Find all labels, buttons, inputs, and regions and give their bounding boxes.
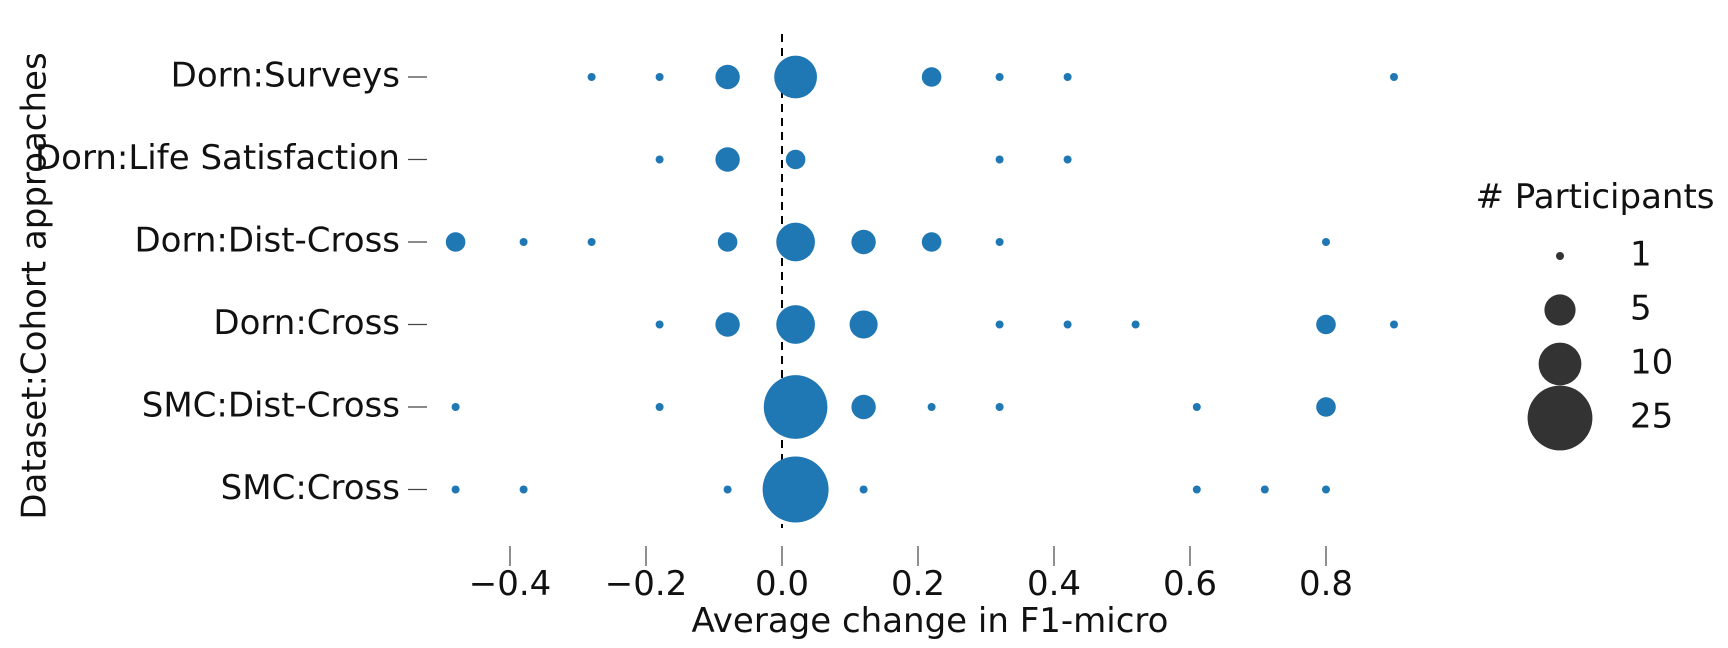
data-point (1316, 314, 1336, 335)
data-point (451, 485, 460, 494)
data-point (519, 485, 528, 494)
data-point (655, 73, 664, 81)
x-tick-label: 0.2 (891, 564, 945, 604)
legend-label: 10 (1630, 343, 1673, 383)
data-point (995, 238, 1004, 246)
data-point (717, 232, 738, 252)
data-point (851, 394, 876, 420)
x-tick-label: 0.0 (755, 564, 809, 604)
category-ticks (408, 76, 427, 491)
data-points (445, 55, 1398, 523)
data-point (451, 403, 460, 411)
y-axis-title: Dataset:Cohort approaches (15, 52, 55, 519)
category-label: Dorn:Life Satisfaction (35, 138, 400, 178)
category-label: Dorn:Dist-Cross (134, 221, 400, 261)
data-point (995, 320, 1004, 329)
legend-label: 1 (1630, 235, 1652, 275)
data-point (785, 149, 806, 170)
data-point (776, 305, 815, 344)
category-label: Dorn:Cross (213, 303, 400, 343)
data-point (859, 485, 868, 494)
legend-title: # Participants (1475, 177, 1714, 217)
data-point (851, 229, 876, 255)
data-point (1063, 320, 1072, 329)
x-tick-label: 0.8 (1299, 564, 1353, 604)
data-point (655, 155, 664, 164)
data-point (776, 222, 815, 262)
category-label: Dorn:Surveys (171, 56, 400, 96)
data-point (1390, 73, 1398, 81)
x-tick-label: 0.4 (1027, 564, 1081, 604)
data-point (927, 403, 936, 411)
data-point (921, 232, 942, 252)
data-point (723, 485, 732, 494)
x-tick-label: 0.6 (1163, 564, 1217, 604)
legend-marker (1527, 385, 1593, 451)
data-point (995, 155, 1004, 164)
data-point (995, 73, 1004, 81)
data-point (715, 147, 740, 172)
category-labels: Dorn:Surveys Dorn:Life Satisfaction Dorn:D… (35, 56, 400, 509)
x-tick-label: −0.2 (605, 564, 688, 604)
data-point (1322, 485, 1330, 494)
legend-label: 5 (1630, 289, 1652, 329)
legend-marker (1544, 294, 1576, 326)
x-axis-ticks: −0.4 −0.2 0.0 0.2 0.4 0.6 0.8 (469, 546, 1353, 604)
x-axis-title: Average change in F1-micro (692, 601, 1169, 641)
legend-label: 25 (1630, 397, 1673, 437)
category-label: SMC:Cross (221, 468, 400, 508)
data-point (519, 238, 528, 246)
data-point (1192, 485, 1201, 494)
data-point (763, 375, 828, 439)
legend-marker (1556, 252, 1564, 260)
size-legend: # Participants 1 5 10 25 (1475, 177, 1715, 451)
data-point (715, 312, 740, 337)
data-point (1063, 73, 1072, 81)
data-point (1390, 320, 1398, 329)
data-point (1316, 397, 1336, 417)
legend-marker (1538, 342, 1582, 386)
data-point (1322, 238, 1330, 246)
data-point (1192, 403, 1201, 411)
data-point (445, 232, 466, 252)
data-point (587, 238, 596, 246)
data-point (774, 55, 817, 99)
data-point (655, 320, 664, 329)
data-point (1063, 155, 1072, 164)
data-point (762, 456, 829, 523)
data-point (849, 310, 878, 339)
data-point (587, 73, 596, 81)
data-point (921, 67, 942, 87)
data-point (655, 403, 664, 411)
data-point (1131, 320, 1140, 329)
x-tick-label: −0.4 (469, 564, 552, 604)
data-point (715, 64, 740, 90)
data-point (1260, 485, 1269, 494)
category-label: SMC:Dist-Cross (142, 386, 400, 426)
data-point (995, 403, 1004, 411)
